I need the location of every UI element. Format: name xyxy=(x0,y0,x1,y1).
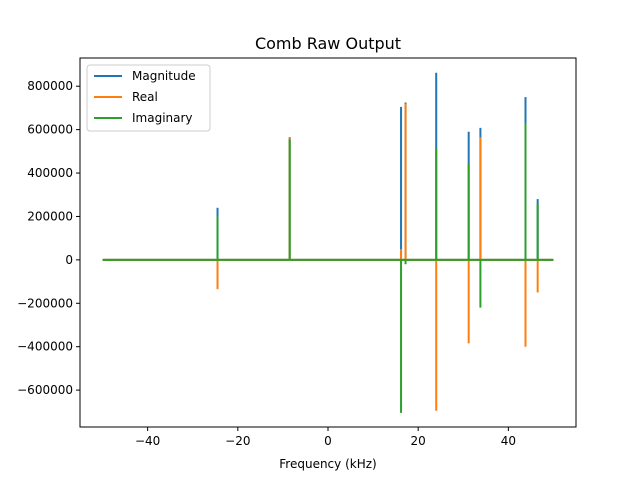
legend-label-real: Real xyxy=(132,90,158,104)
x-tick-label: 40 xyxy=(501,434,516,448)
legend-label-magnitude: Magnitude xyxy=(132,69,196,83)
y-tick-label: −400000 xyxy=(17,340,73,354)
y-tick-label: 0 xyxy=(65,253,73,267)
x-tick-label: 20 xyxy=(411,434,426,448)
plot-area: −40 −20 0 20 40 −600000 −400000 −200000 0 200000 4… xyxy=(17,57,577,448)
x-axis-label: Frequency (kHz) xyxy=(279,457,376,471)
y-tick-label: 600000 xyxy=(27,123,73,137)
chart-title: Comb Raw Output xyxy=(255,34,401,53)
y-tick-label: −200000 xyxy=(17,296,73,310)
series-imaginary xyxy=(102,123,554,413)
y-tick-label: −600000 xyxy=(17,383,73,397)
x-tick-label: −40 xyxy=(135,434,160,448)
y-tick-label: 800000 xyxy=(27,79,73,93)
x-tick-label: −20 xyxy=(225,434,250,448)
legend: Magnitude Real Imaginary xyxy=(86,64,211,132)
legend-box xyxy=(86,64,211,132)
x-tick-label: 0 xyxy=(324,434,332,448)
y-tick-label: 200000 xyxy=(27,209,73,223)
y-tick-label: 400000 xyxy=(27,166,73,180)
legend-label-imaginary: Imaginary xyxy=(132,111,193,125)
